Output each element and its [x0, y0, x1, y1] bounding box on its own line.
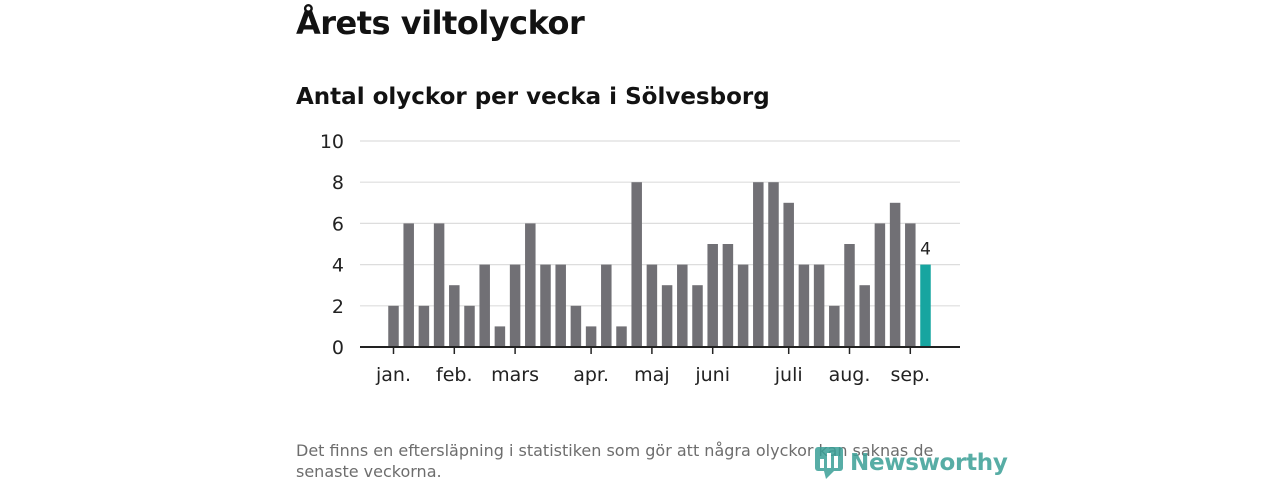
y-tick-label: 4: [332, 255, 344, 277]
bar: [677, 264, 688, 347]
bar: [722, 244, 734, 347]
bar: [464, 305, 475, 347]
data-labels: 4: [920, 240, 931, 260]
bar: [753, 182, 764, 347]
bar: [768, 182, 779, 347]
chart-subtitle: Antal olyckor per vecka i Sölvesborg: [296, 84, 770, 110]
x-axis-ticks: jan. feb. mars apr. maj juni juli aug. sep.: [375, 347, 930, 386]
bar-value-label: 4: [920, 240, 931, 260]
x-tick-label: juni: [694, 364, 730, 386]
page-title: Årets viltolyckor: [296, 4, 585, 42]
bar-chart-speech-icon: [815, 447, 843, 479]
bar: [859, 285, 870, 347]
footnote: Det finns en eftersläpning i statistiken…: [296, 441, 934, 481]
x-tick-label: juli: [774, 364, 803, 386]
bar: [616, 326, 627, 347]
bar: [737, 264, 749, 347]
logo-text: Newsworthy: [850, 450, 1008, 476]
bar: [418, 305, 430, 347]
bar: [555, 264, 566, 347]
bar: [692, 285, 703, 347]
bar: [388, 305, 399, 347]
bar-chart: 0 2 4 6 8 10 4 jan. feb. mars apr. maj juni juli aug…: [320, 131, 960, 386]
bar: [844, 244, 855, 347]
bar: [829, 305, 840, 347]
bar-highlighted: [920, 264, 931, 347]
bar: [783, 202, 794, 347]
y-tick-label: 0: [332, 337, 344, 359]
grid-lines: [360, 140, 960, 307]
x-tick-label: apr.: [573, 364, 609, 386]
bar: [585, 326, 597, 347]
bar: [889, 202, 901, 347]
bar: [631, 182, 642, 347]
bar: [449, 285, 460, 347]
y-axis-ticks: 0 2 4 6 8 10: [320, 131, 344, 359]
x-tick-label: sep.: [890, 364, 930, 386]
y-tick-label: 2: [332, 296, 344, 318]
y-tick-label: 6: [332, 213, 344, 235]
bar: [433, 223, 445, 347]
bar: [525, 223, 536, 347]
bars: [388, 182, 931, 347]
x-tick-label: feb.: [436, 364, 472, 386]
bar: [479, 264, 490, 347]
bar: [707, 244, 718, 347]
bar: [509, 264, 521, 347]
bar: [798, 264, 810, 347]
bar: [540, 264, 551, 347]
bar: [601, 264, 612, 347]
y-tick-label: 8: [332, 172, 344, 194]
bar: [874, 223, 886, 347]
x-tick-label: aug.: [829, 364, 871, 386]
y-tick-label: 10: [320, 131, 344, 153]
bar: [905, 223, 916, 347]
bar: [403, 223, 414, 347]
bar: [661, 285, 673, 347]
bar: [813, 264, 825, 347]
bar: [494, 326, 506, 347]
bar: [570, 305, 582, 347]
x-tick-label: maj: [634, 364, 669, 386]
newsworthy-logo: Newsworthy: [814, 446, 1008, 480]
x-tick-label: mars: [491, 364, 539, 386]
x-tick-label: jan.: [375, 364, 411, 386]
bar: [646, 264, 658, 347]
